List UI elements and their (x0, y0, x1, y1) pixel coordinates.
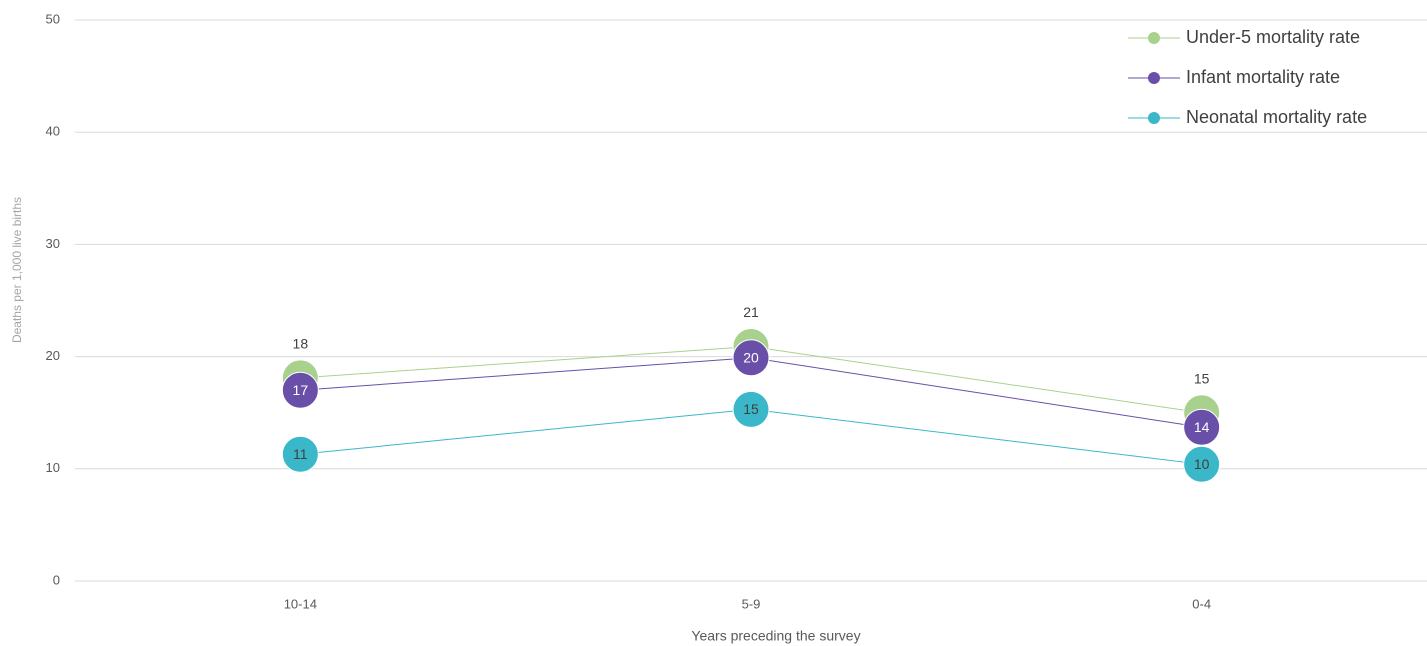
legend-label: Under-5 mortality rate (1186, 27, 1360, 47)
x-tick-label: 5-9 (742, 596, 761, 611)
data-point (732, 390, 770, 428)
data-label: 15 (1194, 370, 1210, 386)
data-label: 20 (743, 349, 759, 365)
y-tick-label: 10 (46, 460, 60, 475)
legend-marker (1148, 112, 1160, 124)
data-label: 15 (743, 401, 759, 417)
legend-label: Infant mortality rate (1186, 67, 1340, 87)
x-axis-title: Years preceding the survey (691, 628, 860, 644)
y-tick-label: 20 (46, 348, 60, 363)
legend-label: Neonatal mortality rate (1186, 107, 1367, 127)
legend-marker (1148, 32, 1160, 44)
x-tick-label: 10-14 (284, 596, 317, 611)
data-label: 10 (1194, 456, 1210, 472)
data-label: 14 (1194, 419, 1210, 435)
y-axis-title: Deaths per 1,000 live births (10, 197, 24, 343)
data-label: 21 (743, 304, 759, 320)
data-label: 17 (293, 382, 309, 398)
data-point (1183, 445, 1221, 483)
data-label: 18 (293, 336, 309, 352)
data-point (281, 435, 319, 473)
y-tick-label: 50 (46, 11, 60, 26)
x-tick-label: 0-4 (1192, 596, 1211, 611)
y-tick-label: 40 (46, 124, 60, 139)
data-point (732, 339, 770, 377)
y-tick-label: 30 (46, 236, 60, 251)
data-point (281, 371, 319, 409)
data-point (1183, 408, 1221, 446)
y-tick-label: 0 (53, 572, 60, 587)
legend-marker (1148, 72, 1160, 84)
data-label: 11 (293, 446, 308, 462)
